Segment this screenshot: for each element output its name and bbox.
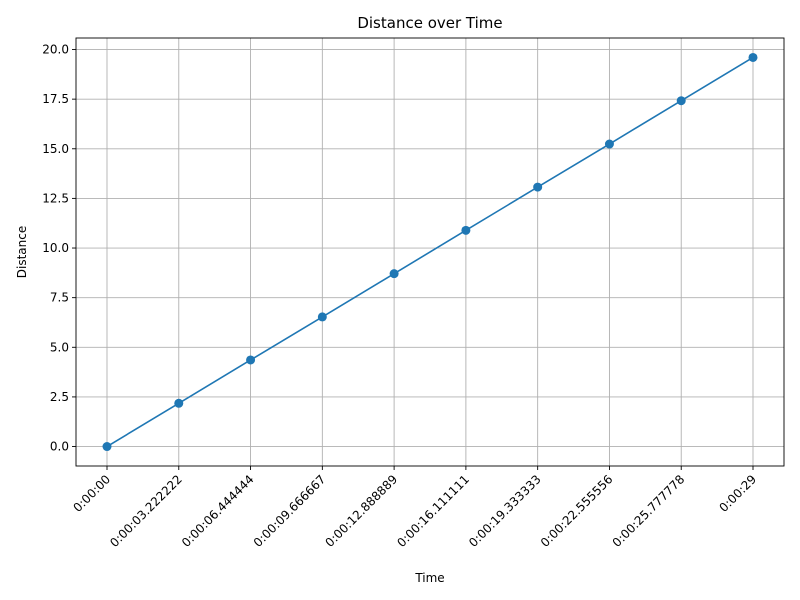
data-point <box>533 182 543 192</box>
y-tick-label: 10.0 <box>42 241 69 255</box>
series-line <box>106 56 754 448</box>
y-tick-label: 7.5 <box>50 291 69 305</box>
x-tick-label: 0:00:09.666667 <box>251 472 329 550</box>
x-tick-label: 0:00:03.222222 <box>107 472 185 550</box>
data-point <box>676 96 686 106</box>
y-axis: 0.0 2.5 5.0 7.5 10.0 12.5 15.0 17.5 20.0 <box>42 43 76 454</box>
data-point <box>317 312 327 322</box>
y-tick-label: 2.5 <box>50 390 69 404</box>
data-point <box>389 269 399 279</box>
data-point <box>461 225 471 235</box>
x-tick-label: 0:00:19.333333 <box>466 472 544 550</box>
data-point <box>174 398 184 408</box>
x-axis: 0:00:000:00:03.2222220:00:06.4444440:00:… <box>71 466 760 550</box>
data-point <box>246 355 256 365</box>
chart-title: Distance over Time <box>357 14 502 32</box>
y-tick-label: 15.0 <box>42 142 69 156</box>
plot-area-frame <box>75 37 785 467</box>
x-tick-label: 0:00:12.888889 <box>323 472 401 550</box>
data-point <box>748 52 758 62</box>
x-tick-label: 0:00:00 <box>71 472 114 515</box>
data-point <box>604 139 614 149</box>
data-point <box>102 442 112 452</box>
y-tick-label: 5.0 <box>50 340 69 354</box>
y-tick-label: 17.5 <box>42 92 69 106</box>
grid <box>76 38 784 466</box>
x-tick-label: 0:00:06.444444 <box>179 472 257 550</box>
y-tick-label: 20.0 <box>42 43 69 57</box>
series-layer <box>102 52 758 452</box>
y-axis-label: Distance <box>15 226 29 278</box>
x-axis-label: Time <box>414 571 444 585</box>
x-tick-label: 0:00:29 <box>717 472 760 515</box>
x-tick-label: 0:00:16.111111 <box>394 472 472 550</box>
y-tick-label: 0.0 <box>50 440 69 454</box>
x-tick-label: 0:00:25.777778 <box>610 472 688 550</box>
x-tick-label: 0:00:22.555556 <box>538 472 616 550</box>
y-tick-label: 12.5 <box>42 191 69 205</box>
